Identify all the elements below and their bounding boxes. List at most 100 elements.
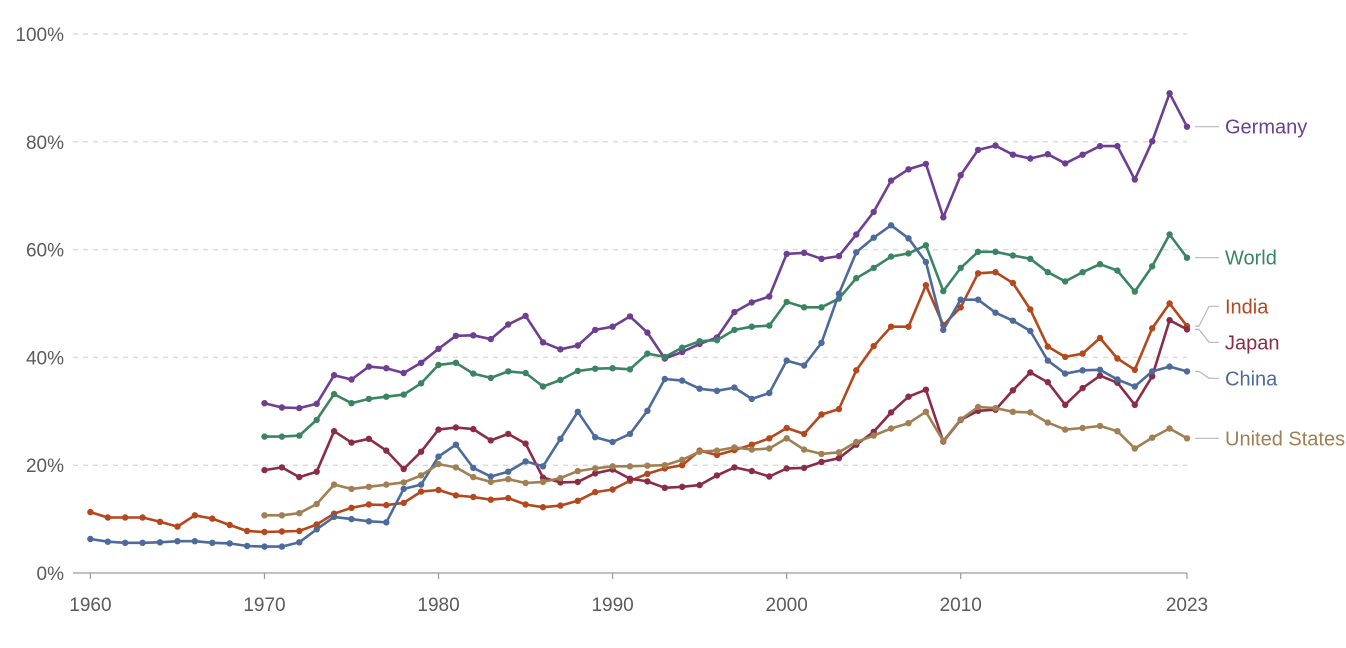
label-japan: Japan xyxy=(1195,328,1280,354)
india-point xyxy=(1131,366,1139,373)
china-point xyxy=(870,234,877,241)
germany-point xyxy=(783,250,790,258)
china-point xyxy=(87,535,94,543)
japan-point xyxy=(626,475,634,482)
germany-point xyxy=(1044,151,1052,158)
japan-point xyxy=(1044,379,1052,386)
china-point xyxy=(417,481,425,488)
india-point xyxy=(783,424,790,432)
united-states-point xyxy=(348,485,355,493)
india-point xyxy=(922,282,930,289)
germany-point xyxy=(853,231,860,238)
india-point xyxy=(139,514,146,521)
india-point xyxy=(1114,355,1121,362)
world-point xyxy=(713,337,721,344)
japan-point xyxy=(261,466,268,474)
label-connector xyxy=(1195,328,1219,343)
india-point xyxy=(974,270,982,277)
world-point xyxy=(400,391,407,398)
united-states-point xyxy=(1166,425,1173,432)
india-point xyxy=(574,497,581,504)
series-germany xyxy=(261,90,1191,412)
x-tick-label: 2023 xyxy=(1166,595,1208,616)
world-point xyxy=(1079,269,1086,276)
india-point xyxy=(1027,306,1034,313)
china-point xyxy=(818,339,825,346)
china-point xyxy=(992,309,999,316)
japan-point xyxy=(470,425,477,433)
united-states-point xyxy=(766,445,773,452)
germany-point xyxy=(766,293,773,300)
china-point xyxy=(1079,367,1086,374)
x-tick-label: 1980 xyxy=(417,595,459,616)
united-states-point xyxy=(957,416,964,423)
germany-point xyxy=(957,172,964,179)
world-point xyxy=(818,304,825,311)
united-states-point xyxy=(783,435,790,442)
china-point xyxy=(800,362,808,369)
united-states-point xyxy=(661,462,668,469)
series-label: Germany xyxy=(1225,117,1307,139)
china-point xyxy=(539,463,547,470)
united-states-point xyxy=(870,432,877,439)
china-point xyxy=(330,513,338,521)
world-point xyxy=(330,390,338,398)
india-point xyxy=(243,527,251,535)
india-point xyxy=(1149,325,1156,332)
china-point xyxy=(887,222,895,229)
china-point xyxy=(731,384,738,391)
japan-point xyxy=(1096,372,1104,379)
germany-point xyxy=(383,365,390,372)
label-germany: Germany xyxy=(1195,117,1307,139)
united-states-point xyxy=(887,425,895,432)
india-point xyxy=(522,501,529,508)
china-point xyxy=(156,539,164,546)
india-point xyxy=(592,488,599,496)
india-point xyxy=(313,521,320,528)
label-united-states: United States xyxy=(1195,428,1345,450)
germany-point xyxy=(330,372,338,379)
united-states-point xyxy=(505,476,512,483)
china-point xyxy=(1149,368,1156,375)
japan-point xyxy=(800,464,808,472)
germany-point xyxy=(1009,151,1017,158)
germany-point xyxy=(452,332,460,339)
india-point xyxy=(870,342,877,350)
japan-point xyxy=(748,467,755,475)
united-states-point xyxy=(835,449,843,456)
world-point xyxy=(853,275,860,282)
united-states-point xyxy=(365,483,373,490)
united-states-point xyxy=(1009,408,1017,415)
india-point xyxy=(539,504,547,511)
china-point xyxy=(696,385,703,392)
united-states-point xyxy=(731,444,738,451)
series-world xyxy=(261,231,1191,440)
germany-point xyxy=(522,312,529,320)
united-states-point xyxy=(1079,424,1086,432)
japan-point xyxy=(835,455,843,462)
united-states-point xyxy=(679,456,686,463)
china-point xyxy=(1044,357,1052,364)
japan-point xyxy=(313,468,320,475)
y-tick-label: 20% xyxy=(26,456,64,477)
japan-point xyxy=(383,447,390,454)
china-point xyxy=(261,543,268,550)
united-states-point xyxy=(592,465,599,472)
united-states-point xyxy=(313,500,320,508)
united-states-point xyxy=(1183,435,1191,442)
united-states-point xyxy=(470,473,477,481)
china-point xyxy=(313,526,320,533)
india-point xyxy=(1062,353,1069,361)
india-point xyxy=(887,323,895,330)
china-point xyxy=(835,290,843,297)
united-states-point xyxy=(417,472,425,479)
china-point xyxy=(122,539,129,546)
india-point xyxy=(505,494,512,502)
china-point xyxy=(1166,363,1173,370)
japan-point xyxy=(574,478,581,486)
x-tick-label: 2010 xyxy=(940,595,982,616)
japan-point xyxy=(905,393,912,400)
united-states-point xyxy=(1027,409,1034,416)
china-point xyxy=(557,435,564,442)
